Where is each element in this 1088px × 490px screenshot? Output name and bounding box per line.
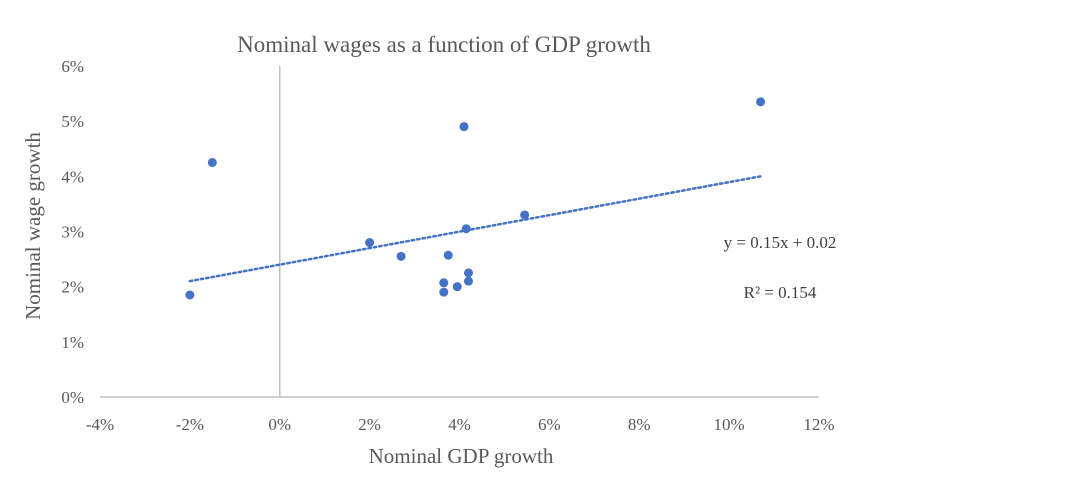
x-tick-label: 4% <box>448 415 471 434</box>
data-point <box>452 282 462 292</box>
x-tick-label: 6% <box>538 415 561 434</box>
x-tick-label: 0% <box>268 415 291 434</box>
data-point <box>463 276 473 286</box>
y-tick-label: 0% <box>61 388 84 407</box>
data-point <box>459 122 469 132</box>
x-axis-ticks: -4% -2% 0% 2% 4% 6% 8% 10% 12% <box>86 415 835 434</box>
trendline-equation: y = 0.15x + 0.02 <box>724 233 837 252</box>
chart-title: Nominal wages as a function of GDP growt… <box>237 32 651 57</box>
y-axis-ticks: 0% 1% 2% 3% 4% 5% 6% <box>61 57 84 407</box>
x-tick-label: 10% <box>714 415 745 434</box>
data-point <box>520 210 530 220</box>
data-point <box>207 158 217 168</box>
x-tick-label: 8% <box>628 415 651 434</box>
data-point <box>756 97 766 107</box>
x-tick-label: -4% <box>86 415 114 434</box>
y-tick-label: 3% <box>61 223 84 242</box>
data-point <box>396 251 406 261</box>
data-point <box>443 250 453 260</box>
y-tick-label: 5% <box>61 112 84 131</box>
y-tick-label: 6% <box>61 57 84 76</box>
data-point <box>463 268 473 278</box>
trendline <box>188 175 762 283</box>
y-axis-title: Nominal wage growth <box>21 132 45 320</box>
x-tick-label: 12% <box>803 415 834 434</box>
data-point <box>185 290 195 300</box>
x-axis-title: Nominal GDP growth <box>369 444 554 468</box>
data-point <box>439 287 449 297</box>
data-point <box>365 238 375 248</box>
y-tick-label: 1% <box>61 333 84 352</box>
y-tick-label: 2% <box>61 278 84 297</box>
data-point <box>439 278 449 288</box>
trendline-r-squared: R² = 0.154 <box>744 283 817 302</box>
x-tick-label: 2% <box>358 415 381 434</box>
data-point <box>461 224 471 234</box>
y-tick-label: 4% <box>61 167 84 186</box>
data-points <box>185 97 766 300</box>
x-tick-label: -2% <box>176 415 204 434</box>
